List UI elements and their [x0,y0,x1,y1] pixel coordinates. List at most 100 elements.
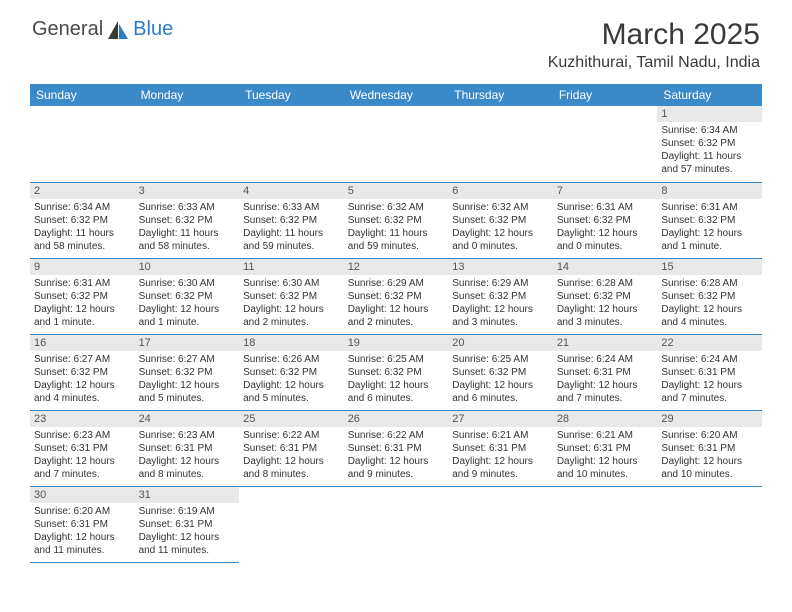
day-details: Sunrise: 6:23 AMSunset: 6:31 PMDaylight:… [135,427,240,483]
calendar-day-cell: 21Sunrise: 6:24 AMSunset: 6:31 PMDayligh… [553,334,658,410]
day-details: Sunrise: 6:28 AMSunset: 6:32 PMDaylight:… [553,275,658,331]
calendar-day-cell: 2Sunrise: 6:34 AMSunset: 6:32 PMDaylight… [30,182,135,258]
day-number: 17 [135,335,240,351]
calendar-blank-cell [344,106,449,182]
day-details: Sunrise: 6:20 AMSunset: 6:31 PMDaylight:… [30,503,135,559]
calendar-day-cell: 1Sunrise: 6:34 AMSunset: 6:32 PMDaylight… [657,106,762,182]
month-title: March 2025 [548,18,760,52]
day-details: Sunrise: 6:30 AMSunset: 6:32 PMDaylight:… [239,275,344,331]
day-number: 13 [448,259,553,275]
calendar-blank-cell [448,106,553,182]
day-number: 21 [553,335,658,351]
day-number: 11 [239,259,344,275]
calendar-day-cell: 9Sunrise: 6:31 AMSunset: 6:32 PMDaylight… [30,258,135,334]
day-number: 7 [553,183,658,199]
day-details: Sunrise: 6:31 AMSunset: 6:32 PMDaylight:… [30,275,135,331]
calendar-table: SundayMondayTuesdayWednesdayThursdayFrid… [30,84,762,563]
day-details: Sunrise: 6:24 AMSunset: 6:31 PMDaylight:… [657,351,762,407]
calendar-blank-cell [553,106,658,182]
location: Kuzhithurai, Tamil Nadu, India [548,54,760,72]
calendar-header-cell: Saturday [657,84,762,106]
day-number: 5 [344,183,449,199]
calendar-blank-cell [657,486,762,562]
calendar-day-cell: 11Sunrise: 6:30 AMSunset: 6:32 PMDayligh… [239,258,344,334]
calendar-day-cell: 17Sunrise: 6:27 AMSunset: 6:32 PMDayligh… [135,334,240,410]
day-details: Sunrise: 6:32 AMSunset: 6:32 PMDaylight:… [448,199,553,255]
calendar-row: 23Sunrise: 6:23 AMSunset: 6:31 PMDayligh… [30,410,762,486]
day-details: Sunrise: 6:19 AMSunset: 6:31 PMDaylight:… [135,503,240,559]
calendar-day-cell: 13Sunrise: 6:29 AMSunset: 6:32 PMDayligh… [448,258,553,334]
day-details: Sunrise: 6:33 AMSunset: 6:32 PMDaylight:… [239,199,344,255]
day-number: 29 [657,411,762,427]
calendar-day-cell: 19Sunrise: 6:25 AMSunset: 6:32 PMDayligh… [344,334,449,410]
calendar-row: 30Sunrise: 6:20 AMSunset: 6:31 PMDayligh… [30,486,762,562]
title-block: March 2025 Kuzhithurai, Tamil Nadu, Indi… [548,18,760,72]
calendar-header-cell: Friday [553,84,658,106]
day-number: 1 [657,106,762,122]
calendar-blank-cell [239,106,344,182]
day-details: Sunrise: 6:34 AMSunset: 6:32 PMDaylight:… [657,122,762,178]
day-details: Sunrise: 6:21 AMSunset: 6:31 PMDaylight:… [553,427,658,483]
calendar-header-cell: Monday [135,84,240,106]
calendar-day-cell: 31Sunrise: 6:19 AMSunset: 6:31 PMDayligh… [135,486,240,562]
day-number: 22 [657,335,762,351]
logo-text-blue: Blue [133,18,173,41]
day-details: Sunrise: 6:24 AMSunset: 6:31 PMDaylight:… [553,351,658,407]
calendar-day-cell: 10Sunrise: 6:30 AMSunset: 6:32 PMDayligh… [135,258,240,334]
day-number: 9 [30,259,135,275]
day-details: Sunrise: 6:22 AMSunset: 6:31 PMDaylight:… [239,427,344,483]
calendar-day-cell: 12Sunrise: 6:29 AMSunset: 6:32 PMDayligh… [344,258,449,334]
day-number: 31 [135,487,240,503]
calendar-day-cell: 6Sunrise: 6:32 AMSunset: 6:32 PMDaylight… [448,182,553,258]
calendar-header-cell: Thursday [448,84,553,106]
day-number: 18 [239,335,344,351]
calendar-row: 16Sunrise: 6:27 AMSunset: 6:32 PMDayligh… [30,334,762,410]
calendar-blank-cell [239,486,344,562]
day-details: Sunrise: 6:25 AMSunset: 6:32 PMDaylight:… [344,351,449,407]
calendar-day-cell: 8Sunrise: 6:31 AMSunset: 6:32 PMDaylight… [657,182,762,258]
day-details: Sunrise: 6:28 AMSunset: 6:32 PMDaylight:… [657,275,762,331]
day-details: Sunrise: 6:29 AMSunset: 6:32 PMDaylight:… [344,275,449,331]
day-number: 6 [448,183,553,199]
calendar-day-cell: 25Sunrise: 6:22 AMSunset: 6:31 PMDayligh… [239,410,344,486]
calendar-row: 9Sunrise: 6:31 AMSunset: 6:32 PMDaylight… [30,258,762,334]
day-number: 19 [344,335,449,351]
day-details: Sunrise: 6:23 AMSunset: 6:31 PMDaylight:… [30,427,135,483]
calendar-day-cell: 30Sunrise: 6:20 AMSunset: 6:31 PMDayligh… [30,486,135,562]
calendar-header-cell: Tuesday [239,84,344,106]
day-number: 20 [448,335,553,351]
calendar-row: 2Sunrise: 6:34 AMSunset: 6:32 PMDaylight… [30,182,762,258]
calendar-blank-cell [344,486,449,562]
calendar-day-cell: 23Sunrise: 6:23 AMSunset: 6:31 PMDayligh… [30,410,135,486]
day-details: Sunrise: 6:33 AMSunset: 6:32 PMDaylight:… [135,199,240,255]
calendar-day-cell: 24Sunrise: 6:23 AMSunset: 6:31 PMDayligh… [135,410,240,486]
header: General Blue March 2025 Kuzhithurai, Tam… [0,0,792,78]
calendar-body: 1Sunrise: 6:34 AMSunset: 6:32 PMDaylight… [30,106,762,562]
day-details: Sunrise: 6:34 AMSunset: 6:32 PMDaylight:… [30,199,135,255]
logo: General Blue [32,18,173,41]
calendar-blank-cell [135,106,240,182]
day-number: 24 [135,411,240,427]
day-details: Sunrise: 6:31 AMSunset: 6:32 PMDaylight:… [657,199,762,255]
day-number: 30 [30,487,135,503]
day-details: Sunrise: 6:27 AMSunset: 6:32 PMDaylight:… [30,351,135,407]
day-number: 12 [344,259,449,275]
day-number: 4 [239,183,344,199]
logo-text-general: General [32,18,103,41]
day-number: 27 [448,411,553,427]
day-number: 2 [30,183,135,199]
calendar-day-cell: 22Sunrise: 6:24 AMSunset: 6:31 PMDayligh… [657,334,762,410]
calendar-day-cell: 7Sunrise: 6:31 AMSunset: 6:32 PMDaylight… [553,182,658,258]
day-details: Sunrise: 6:20 AMSunset: 6:31 PMDaylight:… [657,427,762,483]
calendar-day-cell: 14Sunrise: 6:28 AMSunset: 6:32 PMDayligh… [553,258,658,334]
calendar-header-cell: Sunday [30,84,135,106]
day-number: 26 [344,411,449,427]
calendar-day-cell: 5Sunrise: 6:32 AMSunset: 6:32 PMDaylight… [344,182,449,258]
day-number: 16 [30,335,135,351]
day-details: Sunrise: 6:32 AMSunset: 6:32 PMDaylight:… [344,199,449,255]
calendar-blank-cell [448,486,553,562]
day-number: 8 [657,183,762,199]
day-details: Sunrise: 6:31 AMSunset: 6:32 PMDaylight:… [553,199,658,255]
calendar-day-cell: 3Sunrise: 6:33 AMSunset: 6:32 PMDaylight… [135,182,240,258]
day-details: Sunrise: 6:29 AMSunset: 6:32 PMDaylight:… [448,275,553,331]
